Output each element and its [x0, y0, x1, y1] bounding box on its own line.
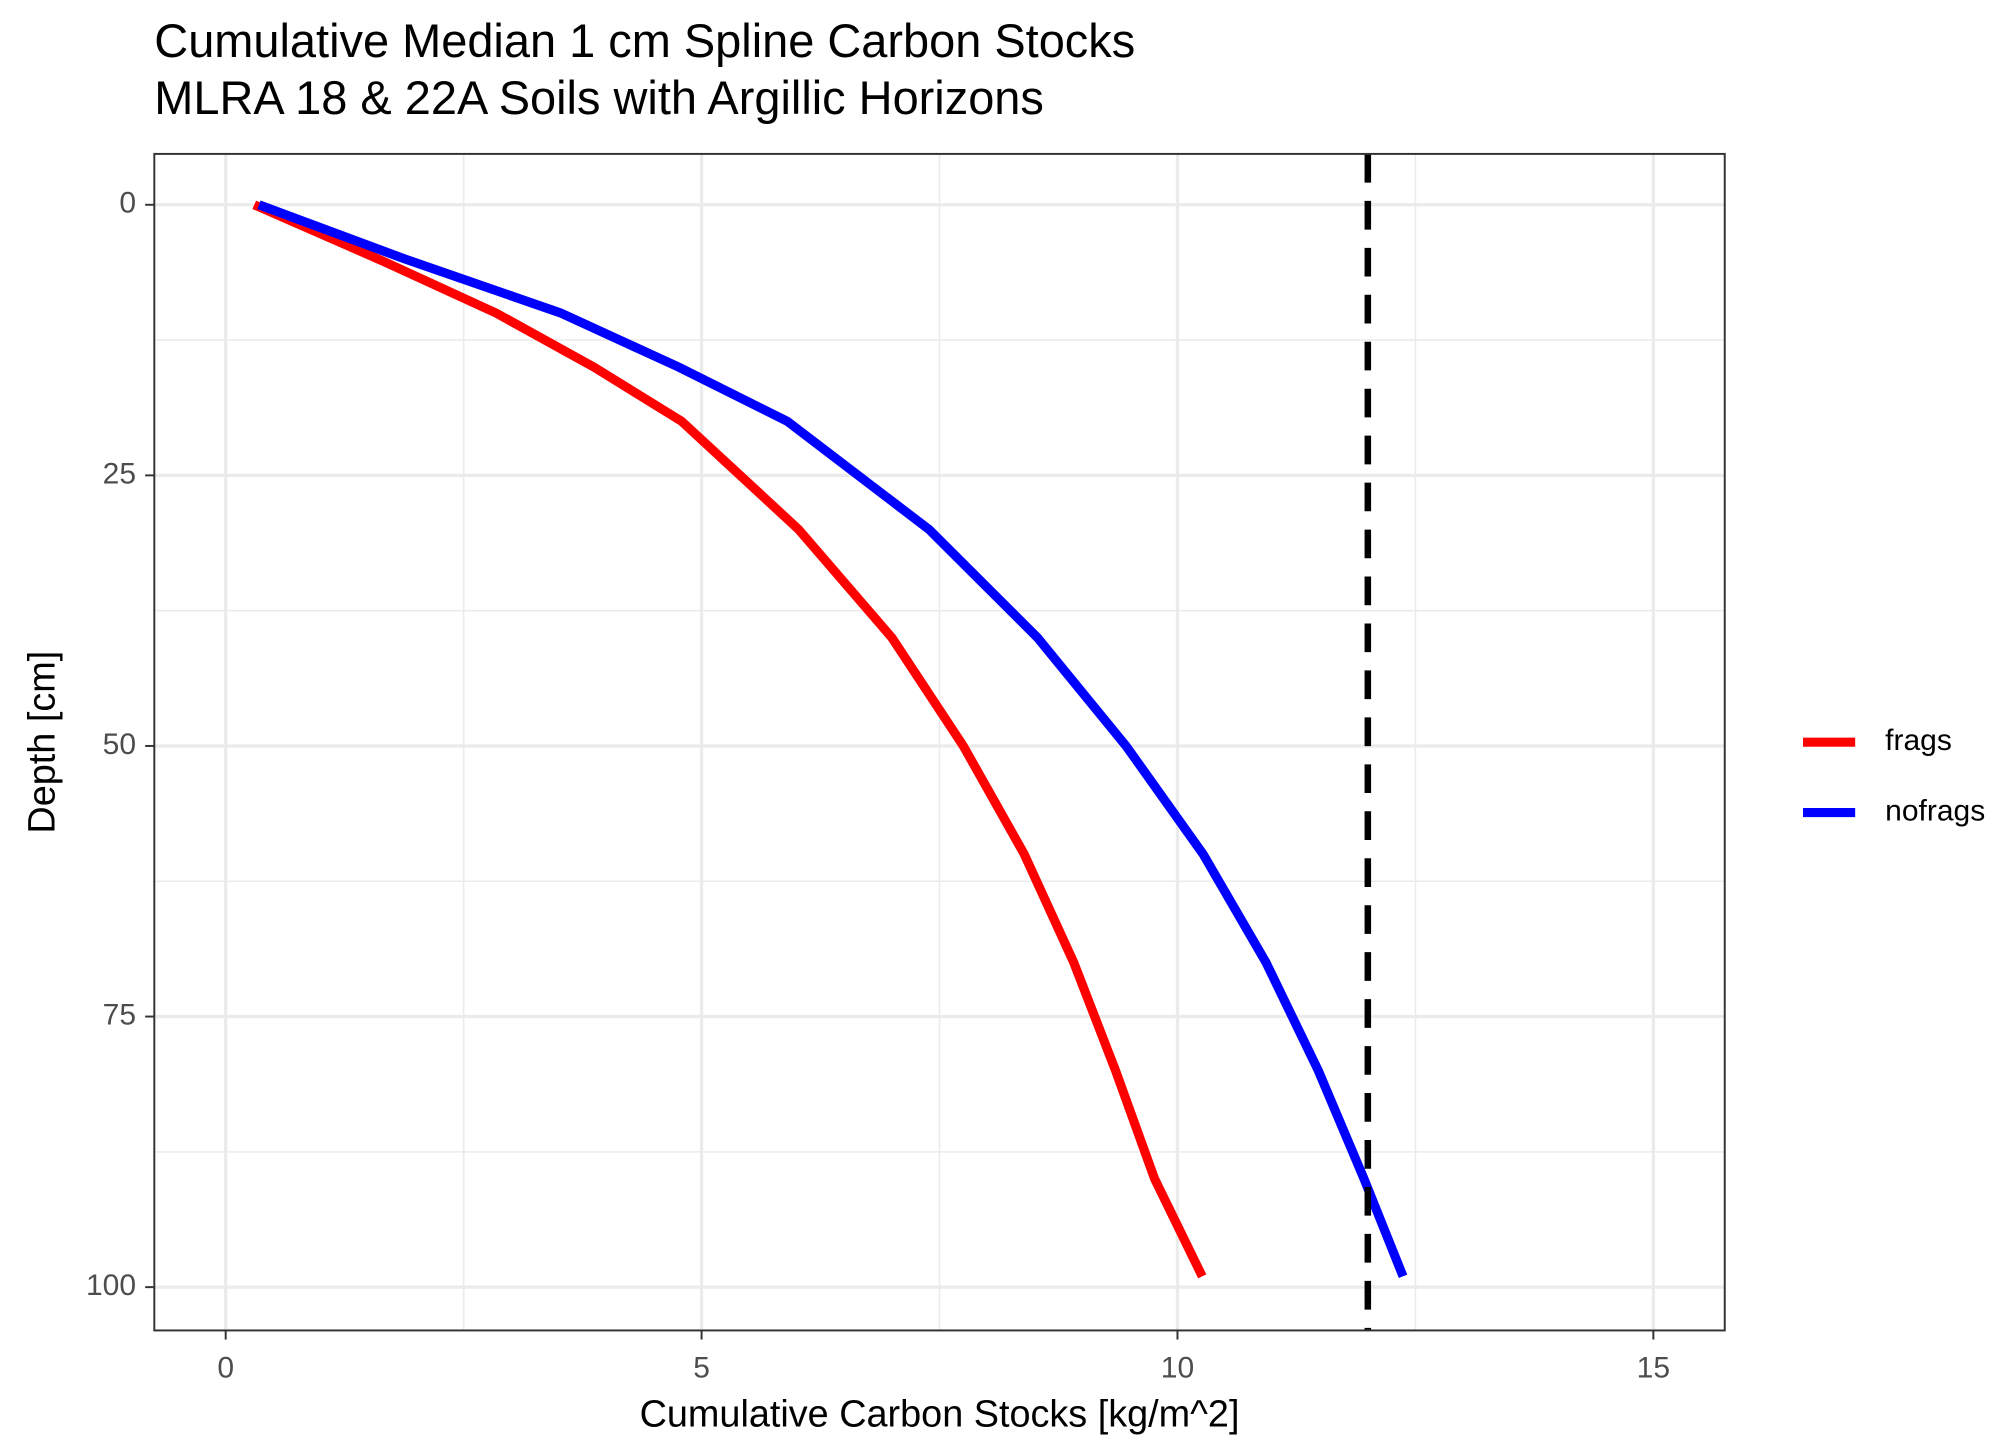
x-tick-label: 15 — [1637, 1351, 1670, 1384]
series-line — [252, 200, 1207, 1279]
plot-border — [153, 152, 1726, 1332]
chart-title: Cumulative Median 1 cm Spline Carbon Sto… — [154, 14, 1135, 67]
chart-subtitle: MLRA 18 & 22A Soils with Argillic Horizo… — [154, 71, 1044, 124]
y-tick-label: 50 — [103, 728, 136, 761]
y-tick-label: 75 — [103, 998, 136, 1031]
x-tick-label: 10 — [1161, 1351, 1194, 1384]
y-tick-label: 25 — [103, 457, 136, 490]
x-axis-label: Cumulative Carbon Stocks [kg/m^2] — [640, 1394, 1240, 1436]
y-tick-label: 0 — [119, 187, 136, 220]
legend-label: nofrags — [1885, 795, 1985, 828]
y-tick-label: 100 — [86, 1269, 136, 1302]
legend-label: frags — [1885, 724, 1952, 757]
y-axis-label: Depth [cm] — [22, 651, 64, 834]
x-tick-label: 5 — [693, 1351, 710, 1384]
x-tick-label: 0 — [217, 1351, 234, 1384]
series-line — [257, 200, 1408, 1279]
